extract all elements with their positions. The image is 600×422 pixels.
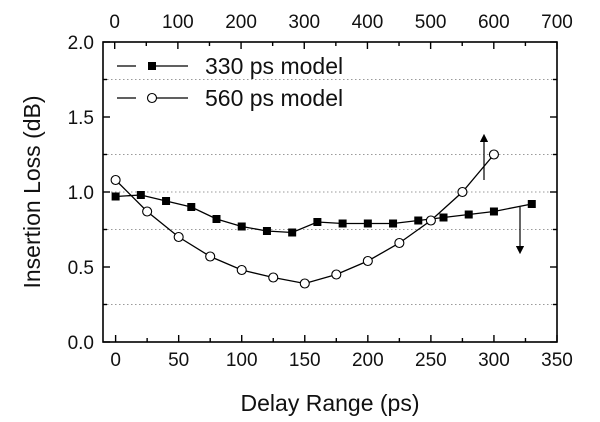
data-point: [425, 215, 436, 226]
data-series: [110, 149, 536, 289]
series-0: [111, 191, 536, 237]
x-tick-label: 150: [289, 350, 321, 371]
data-point: [331, 269, 342, 280]
legend-label-560ps: 560 ps model: [205, 85, 343, 111]
data-point: [205, 251, 216, 262]
data-point: [338, 219, 347, 228]
legend-symbol-560ps: [117, 92, 188, 104]
data-point: [212, 215, 221, 223]
data-point: [313, 218, 322, 226]
gridlines: [103, 79, 557, 305]
y-tick-label: 2.0: [68, 33, 94, 54]
legend-marker: [148, 62, 156, 70]
axis-ticks: 0 50 100 150 200 250 300 350 0 100 200 300 400 500 600…: [68, 12, 573, 371]
data-point: [394, 237, 405, 249]
data-point: [439, 213, 448, 222]
legend-gap: [136, 63, 150, 69]
top-tick-label: 100: [162, 12, 194, 33]
x-tick-label: 50: [168, 350, 189, 371]
top-tick-label: 500: [415, 12, 447, 33]
y-tick-label: 0.0: [68, 333, 94, 354]
data-point: [136, 191, 145, 199]
data-point: [362, 255, 373, 267]
legend-marker: [146, 92, 158, 104]
data-point: [414, 216, 423, 225]
data-point: [288, 228, 297, 237]
data-point: [268, 272, 279, 283]
x-tick-label: 0: [110, 350, 121, 371]
data-point: [237, 222, 246, 231]
data-point: [488, 149, 499, 160]
data-point: [464, 210, 473, 219]
x-tick-label: 300: [478, 350, 510, 371]
data-point: [110, 174, 121, 186]
top-tick-label: 0: [109, 12, 120, 33]
data-point: [111, 192, 120, 201]
legend-symbol-330ps: [117, 62, 188, 70]
data-point: [299, 278, 310, 289]
legend-label-330ps: 330 ps model: [205, 53, 343, 79]
data-point: [389, 219, 398, 228]
data-point: [527, 200, 536, 208]
series-line: [115, 154, 495, 285]
top-tick-label: 400: [352, 12, 384, 33]
data-point: [262, 227, 271, 235]
data-point: [236, 264, 247, 276]
series-1: [110, 149, 499, 289]
data-point: [457, 186, 468, 198]
y-axis-title: Insertion Loss (dB): [19, 95, 45, 288]
y-tick-label: 1.0: [68, 183, 94, 204]
top-tick-label: 300: [288, 12, 320, 33]
y-tick-label: 0.5: [68, 258, 94, 279]
x-axis-title: Delay Range (ps): [241, 390, 420, 416]
legend: 330 ps model 560 ps model: [117, 53, 343, 111]
x-tick-label: 350: [541, 350, 573, 371]
data-point: [489, 207, 498, 216]
top-tick-label: 200: [225, 12, 257, 33]
data-point: [142, 206, 153, 217]
data-point: [162, 197, 171, 205]
axis-arrows: [479, 133, 525, 255]
legend-gap: [136, 95, 150, 101]
data-point: [173, 231, 184, 243]
data-point: [187, 203, 196, 211]
x-tick-label: 250: [415, 350, 447, 371]
y-tick-label: 1.5: [68, 108, 94, 129]
x-tick-label: 100: [226, 350, 258, 371]
top-tick-label: 600: [478, 12, 510, 33]
x-tick-label: 200: [352, 350, 384, 371]
top-tick-label: 700: [541, 12, 573, 33]
data-point: [363, 219, 372, 228]
